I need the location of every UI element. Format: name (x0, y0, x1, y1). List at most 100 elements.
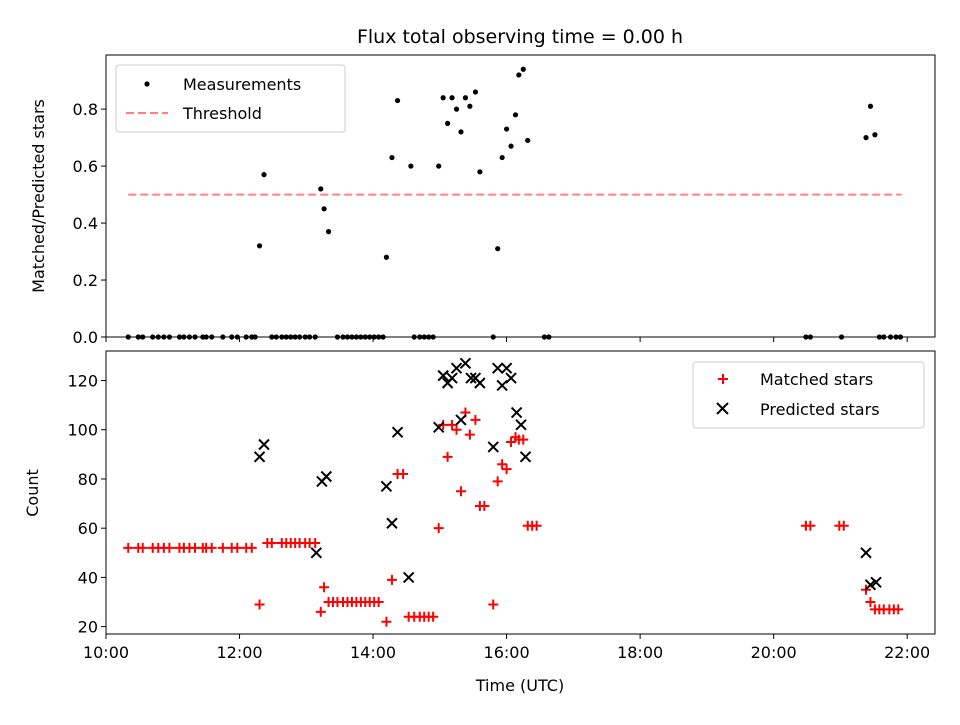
predicted-point-27 (860, 547, 872, 559)
bottom-legend-box (692, 361, 925, 429)
measurement-point-4 (155, 334, 161, 340)
measurement-point-2 (140, 334, 146, 340)
measurement-point-66 (436, 163, 442, 169)
measurement-point-31 (340, 334, 346, 340)
measurement-point-0 (125, 334, 131, 340)
bottom-xtick-label-4: 18:00 (617, 643, 663, 662)
top-y-ticks: 0.0 0.2 0.4 0.6 0.8 (73, 100, 106, 347)
top-legend-box (115, 64, 346, 133)
matched-point-2 (137, 542, 148, 553)
matched-point-62 (470, 414, 481, 425)
measurement-point-68 (445, 120, 451, 126)
bottom-ytick-label-4: 100 (67, 421, 98, 440)
predicted-point-14 (455, 414, 467, 426)
top-plot-frame (105, 54, 936, 338)
matched-point-64 (479, 501, 490, 512)
measurement-point-56 (897, 334, 904, 340)
measurement-point-45 (430, 334, 436, 340)
measurement-point-9 (186, 334, 193, 340)
measurement-point-73 (467, 103, 473, 109)
measurement-point-74 (472, 89, 479, 95)
bottom-ytick-label-0: 20 (78, 618, 98, 637)
measurement-point-76 (495, 246, 501, 252)
matched-point-31 (319, 582, 330, 593)
top-ytick-label-0: 0.0 (73, 328, 98, 347)
top-axes: 0.00.20.40.60.8 Matched/Predicted stars … (29, 54, 936, 347)
predicted-point-9 (433, 421, 445, 433)
top-x-ticks (105, 337, 908, 342)
predicted-point-4 (320, 470, 333, 483)
measurement-point-54 (887, 334, 894, 340)
bottom-x-ticks: 10:00 12:00 14:00 16:00 18:00 20:00 22:00 (83, 634, 930, 662)
measurement-point-44 (426, 334, 432, 340)
matched-point-65 (488, 599, 499, 610)
measurement-point-33 (349, 334, 355, 340)
measurement-point-77 (499, 154, 505, 161)
top-y-axis-label: Matched/Predicted stars (29, 99, 48, 293)
matched-point-54 (433, 523, 444, 534)
matched-point-0 (123, 542, 134, 553)
measurement-point-58 (261, 172, 267, 178)
measurement-point-37 (367, 334, 373, 340)
measurement-point-30 (334, 334, 341, 340)
predicted-point-13 (450, 362, 463, 374)
matched-point-13 (206, 542, 217, 553)
bottom-xtick-label-0: 10:00 (83, 643, 129, 662)
matched-point-59 (455, 486, 466, 497)
matched-point-16 (232, 542, 243, 553)
measurement-point-59 (318, 186, 324, 192)
matched-point-79 (838, 520, 849, 531)
matched-point-19 (254, 599, 265, 610)
measurement-point-21 (273, 334, 279, 340)
predicted-point-26 (519, 451, 532, 463)
measurement-point-23 (283, 334, 289, 340)
count-points (123, 357, 904, 627)
predicted-point-10 (437, 369, 449, 382)
bottom-xtick-label-1: 12:00 (216, 643, 262, 662)
measurement-point-24 (288, 334, 294, 340)
measurement-point-53 (881, 334, 887, 340)
measurement-point-10 (192, 334, 198, 340)
measurement-point-62 (383, 254, 390, 260)
measurement-point-1 (135, 334, 141, 340)
measurement-point-7 (176, 334, 183, 340)
bottom-xtick-label-6: 22:00 (884, 643, 930, 662)
bottom-plot-frame (105, 350, 936, 635)
measurement-point-47 (541, 334, 548, 340)
top-ytick-label-1: 0.2 (73, 271, 98, 290)
matched-point-75 (531, 520, 542, 531)
measurement-point-35 (358, 334, 364, 340)
measurement-point-84 (863, 135, 869, 141)
measurement-point-49 (803, 334, 809, 340)
top-ytick-label-2: 0.4 (73, 214, 98, 233)
measurement-point-61 (325, 229, 332, 235)
measurement-point-85 (867, 103, 874, 109)
predicted-point-1 (258, 438, 270, 451)
legend-matched-label: Matched stars (760, 370, 873, 389)
matched-point-6 (164, 542, 175, 553)
matched-point-61 (464, 429, 475, 440)
measurement-point-70 (453, 106, 460, 112)
measurement-point-15 (229, 334, 235, 340)
matched-point-68 (501, 464, 512, 475)
matched-point-47 (398, 469, 409, 480)
bottom-ytick-label-3: 80 (78, 470, 98, 489)
predicted-point-0 (253, 451, 266, 463)
measurement-point-16 (234, 334, 240, 340)
measurement-point-14 (220, 334, 226, 340)
measurement-point-34 (353, 334, 359, 340)
bottom-xtick-label-2: 14:00 (350, 643, 396, 662)
measurement-point-32 (344, 334, 351, 340)
measurement-points (125, 66, 904, 340)
measurement-point-64 (394, 97, 401, 104)
matched-point-14 (217, 542, 228, 553)
predicted-point-25 (515, 419, 527, 431)
bottom-y-ticks: 20 40 60 80 100 120 (67, 372, 106, 637)
measurement-point-55 (893, 334, 899, 340)
measurement-point-69 (449, 95, 455, 101)
predicted-point-7 (391, 426, 404, 438)
measurement-point-41 (411, 334, 417, 340)
measurement-point-43 (421, 334, 427, 340)
measurement-point-50 (807, 334, 813, 340)
matched-point-29 (310, 537, 321, 548)
